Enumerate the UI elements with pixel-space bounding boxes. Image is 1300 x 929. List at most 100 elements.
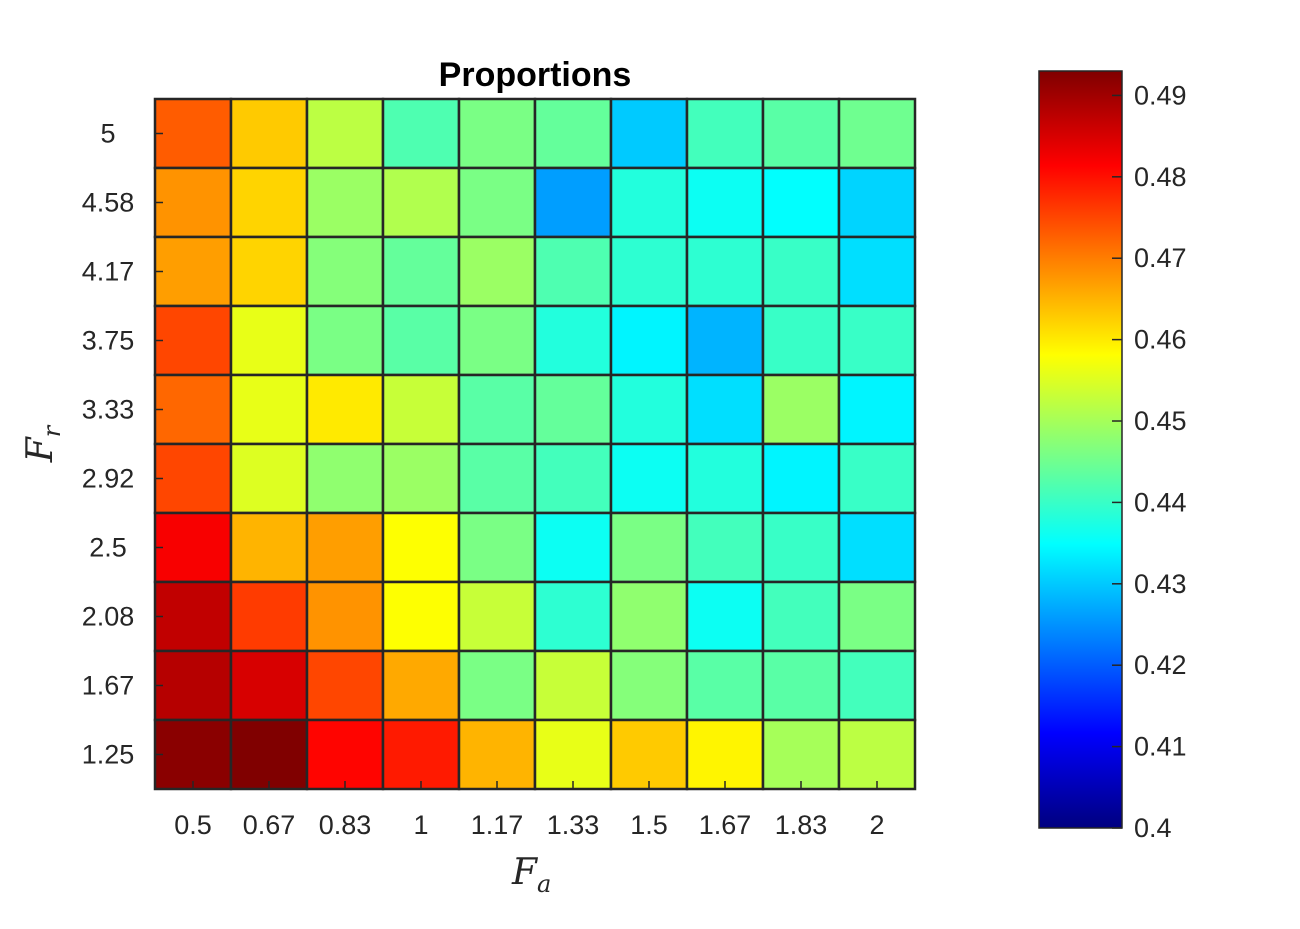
heatmap-cell <box>609 97 689 170</box>
heatmap-cell <box>381 580 461 653</box>
heatmap-cell <box>457 235 537 308</box>
colorbar-tick-label: 0.45 <box>1134 406 1187 436</box>
heatmap-cell <box>381 304 461 377</box>
y-axis-ticks: 5 4.58 4.17 3.75 3.33 2.92 2.5 2.08 1.67 1.25 <box>82 119 163 770</box>
heatmap-cell <box>457 649 537 722</box>
y-tick-label: 4.17 <box>82 257 135 287</box>
heatmap-cell <box>761 373 841 446</box>
heatmap-cell <box>685 304 765 377</box>
heatmap-cell <box>153 304 233 377</box>
heatmap-cell <box>229 580 309 653</box>
heatmap-cell <box>305 97 385 170</box>
heatmap-cell <box>229 511 309 584</box>
heatmap-cell <box>609 718 689 791</box>
colorbar-tick-label: 0.47 <box>1134 243 1187 273</box>
heatmap-cell <box>761 304 841 377</box>
heatmap-cell <box>609 649 689 722</box>
heatmap-cell <box>229 373 309 446</box>
heatmap-cell <box>609 373 689 446</box>
y-tick-label: 1.25 <box>82 740 135 770</box>
heatmap-cell <box>609 304 689 377</box>
heatmap-cell <box>837 235 917 308</box>
y-axis-label: Fr <box>20 424 66 463</box>
heatmap-cell <box>533 442 613 515</box>
x-tick-label: 1 <box>413 810 428 840</box>
x-tick-label: 1.17 <box>471 810 524 840</box>
heatmap-cell <box>457 442 537 515</box>
x-tick-label: 2 <box>869 810 884 840</box>
heatmap-cell <box>457 373 537 446</box>
heatmap-cell <box>381 718 461 791</box>
colorbar-tick-label: 0.49 <box>1134 80 1187 110</box>
heatmap-cell <box>533 649 613 722</box>
heatmap-cell <box>837 97 917 170</box>
heatmap-cell <box>381 373 461 446</box>
heatmap-cell <box>229 442 309 515</box>
heatmap-cell <box>533 304 613 377</box>
heatmap-cell <box>837 373 917 446</box>
heatmap-cell <box>381 166 461 239</box>
colorbar-tick-label: 0.42 <box>1134 650 1187 680</box>
x-axis-ticks: 0.5 0.67 0.83 1 1.17 1.33 1.5 1.67 1.83 2 <box>174 781 885 840</box>
colorbar-tick-label: 0.43 <box>1134 569 1187 599</box>
colorbar-ticks: 0.49 0.48 0.47 0.46 0.45 0.44 0.43 0.42 0.41 0.4 <box>1112 80 1187 843</box>
heatmap-cell <box>457 511 537 584</box>
y-tick-label: 1.67 <box>82 671 135 701</box>
heatmap-cell <box>381 649 461 722</box>
heatmap-cell <box>229 718 309 791</box>
heatmap-cells <box>153 97 917 791</box>
heatmap-cell <box>685 373 765 446</box>
heatmap-cell <box>837 580 917 653</box>
heatmap-cell <box>609 442 689 515</box>
heatmap-cell <box>609 166 689 239</box>
heatmap-cell <box>153 373 233 446</box>
x-tick-label: 1.67 <box>699 810 752 840</box>
colorbar-tick-label: 0.46 <box>1134 325 1187 355</box>
heatmap-cell <box>609 580 689 653</box>
x-tick-label: 0.5 <box>174 810 212 840</box>
heatmap-cell <box>837 718 917 791</box>
svg-text:Fr: Fr <box>20 424 66 463</box>
heatmap-cell <box>533 373 613 446</box>
heatmap-cell <box>837 649 917 722</box>
x-tick-label: 0.67 <box>243 810 296 840</box>
heatmap-cell <box>305 718 385 791</box>
heatmap-cell <box>229 97 309 170</box>
heatmap-cell <box>229 304 309 377</box>
heatmap-cell <box>305 649 385 722</box>
heatmap-cell <box>685 649 765 722</box>
y-tick-label: 2.92 <box>82 464 135 494</box>
x-tick-label: 1.83 <box>775 810 828 840</box>
heatmap-cell <box>153 649 233 722</box>
heatmap-cell <box>685 511 765 584</box>
colorbar-tick-label: 0.44 <box>1134 487 1187 517</box>
x-tick-label: 1.33 <box>547 810 600 840</box>
heatmap-cell <box>153 718 233 791</box>
heatmap-cell <box>153 97 233 170</box>
x-tick-label: 1.5 <box>630 810 668 840</box>
heatmap-cell <box>533 97 613 170</box>
heatmap-cell <box>457 97 537 170</box>
heatmap-cell <box>305 580 385 653</box>
heatmap-cell <box>761 580 841 653</box>
heatmap-cell <box>761 235 841 308</box>
heatmap-cell <box>305 373 385 446</box>
x-tick-label: 0.83 <box>319 810 372 840</box>
heatmap-cell <box>153 442 233 515</box>
heatmap-cell <box>761 511 841 584</box>
y-tick-label: 4.58 <box>82 188 135 218</box>
heatmap-cell <box>761 97 841 170</box>
heatmap-cell <box>609 235 689 308</box>
heatmap-cell <box>533 235 613 308</box>
y-tick-label: 3.33 <box>82 395 135 425</box>
heatmap-cell <box>533 166 613 239</box>
y-tick-label: 5 <box>100 119 115 149</box>
heatmap-cell <box>685 718 765 791</box>
heatmap-cell <box>305 511 385 584</box>
heatmap-cell <box>457 166 537 239</box>
heatmap-cell <box>685 442 765 515</box>
colorbar-gradient <box>1038 70 1123 829</box>
heatmap-cell <box>837 304 917 377</box>
heatmap-cell <box>609 511 689 584</box>
heatmap-cell <box>305 235 385 308</box>
